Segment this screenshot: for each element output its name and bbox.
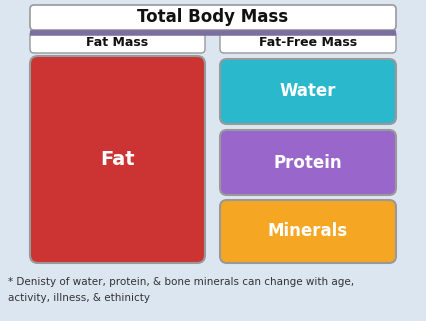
Text: activity, illness, & ethinicty: activity, illness, & ethinicty: [8, 293, 150, 303]
FancyBboxPatch shape: [220, 130, 396, 195]
FancyBboxPatch shape: [220, 59, 396, 124]
Text: Protein: Protein: [273, 153, 343, 171]
Text: Fat: Fat: [100, 150, 135, 169]
FancyBboxPatch shape: [220, 200, 396, 263]
FancyBboxPatch shape: [30, 5, 396, 30]
Text: Total Body Mass: Total Body Mass: [138, 8, 288, 27]
FancyBboxPatch shape: [30, 56, 205, 263]
Text: Minerals: Minerals: [268, 222, 348, 240]
Text: Water: Water: [280, 82, 336, 100]
FancyBboxPatch shape: [30, 31, 205, 53]
FancyBboxPatch shape: [220, 31, 396, 53]
Text: Fat-Free Mass: Fat-Free Mass: [259, 36, 357, 48]
Text: Fat Mass: Fat Mass: [86, 36, 149, 48]
Text: * Denisty of water, protein, & bone minerals can change with age,: * Denisty of water, protein, & bone mine…: [8, 277, 354, 287]
